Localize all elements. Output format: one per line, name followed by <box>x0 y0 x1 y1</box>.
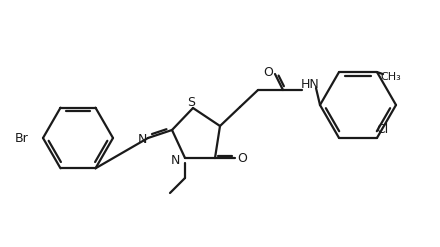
Text: HN: HN <box>301 78 319 90</box>
Text: N: N <box>170 153 180 166</box>
Text: Cl: Cl <box>376 124 388 136</box>
Text: O: O <box>263 65 273 79</box>
Text: CH₃: CH₃ <box>381 72 401 82</box>
Text: Br: Br <box>15 131 29 144</box>
Text: S: S <box>187 96 195 108</box>
Text: N: N <box>137 132 147 145</box>
Text: O: O <box>237 151 247 165</box>
